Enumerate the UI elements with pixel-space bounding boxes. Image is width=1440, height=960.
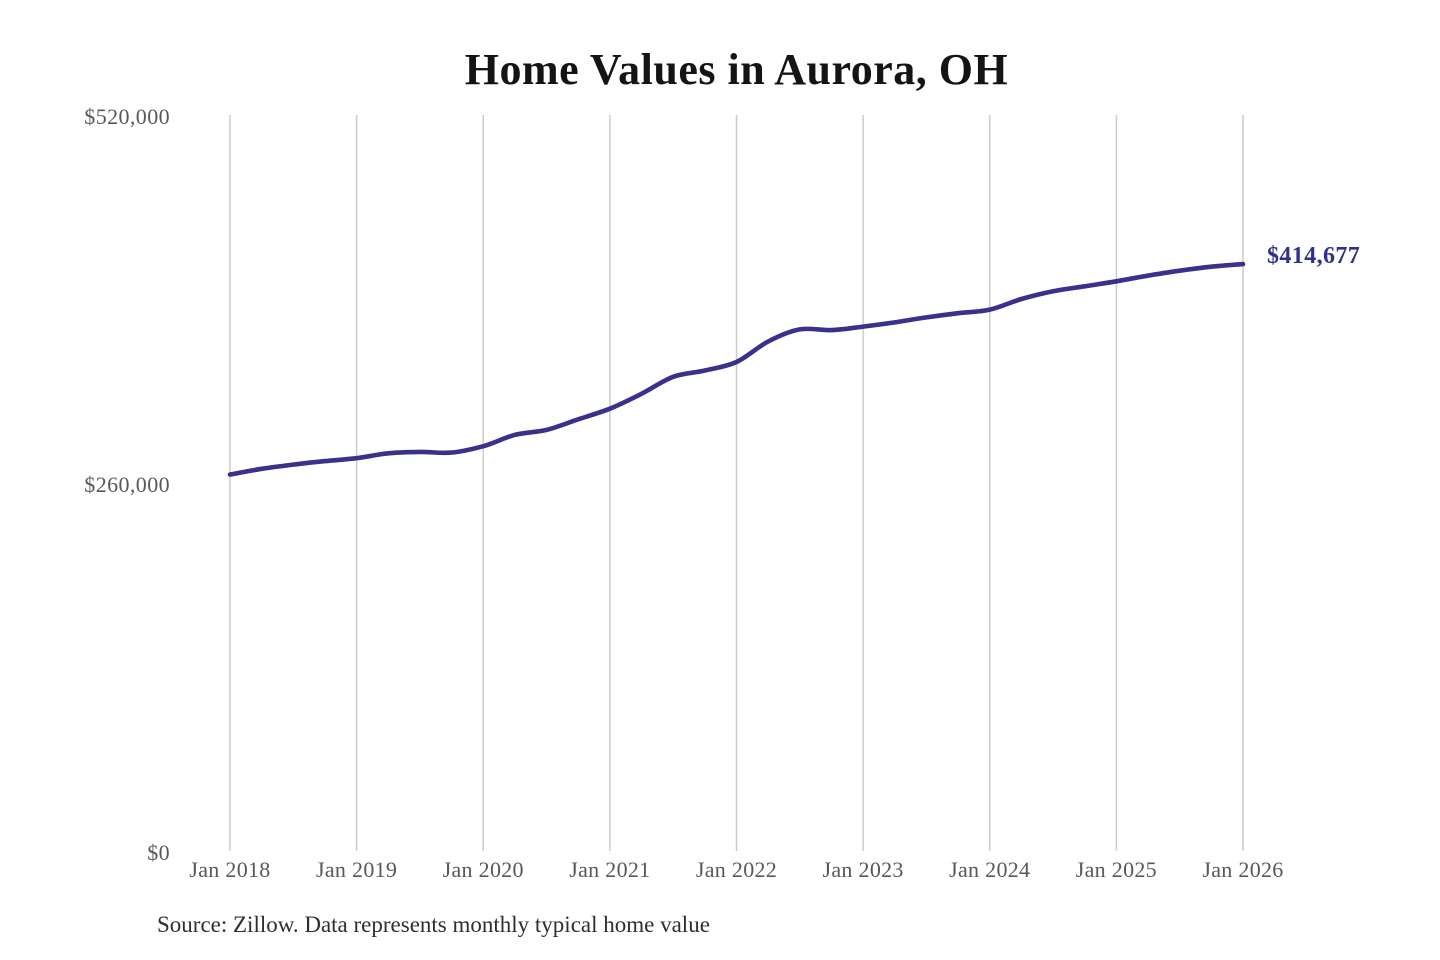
- x-axis-tick-label: Jan 2025: [1075, 857, 1157, 882]
- x-axis-tick-label: Jan 2024: [949, 857, 1031, 882]
- x-axis-tick-label: Jan 2021: [569, 857, 651, 882]
- x-axis-tick-label: Jan 2019: [316, 857, 398, 882]
- gridlines: [229, 115, 1244, 851]
- x-axis-tick-label: Jan 2026: [1202, 857, 1284, 882]
- y-axis-tick-label: $520,000: [84, 104, 170, 129]
- x-axis-tick-label: Jan 2018: [189, 857, 271, 882]
- chart-title: Home Values in Aurora, OH: [464, 45, 1009, 94]
- y-axis-tick-label: $260,000: [84, 472, 170, 497]
- x-axis-tick-label: Jan 2022: [695, 857, 778, 882]
- y-axis-tick-label: $0: [147, 840, 170, 865]
- x-axis-tick-label: Jan 2023: [822, 857, 904, 882]
- source-note: Source: Zillow. Data represents monthly …: [157, 912, 710, 937]
- x-axis-tick-label: Jan 2020: [442, 857, 524, 882]
- final-value-annotation: $414,677: [1267, 243, 1361, 270]
- home-value-line: [227, 261, 1246, 477]
